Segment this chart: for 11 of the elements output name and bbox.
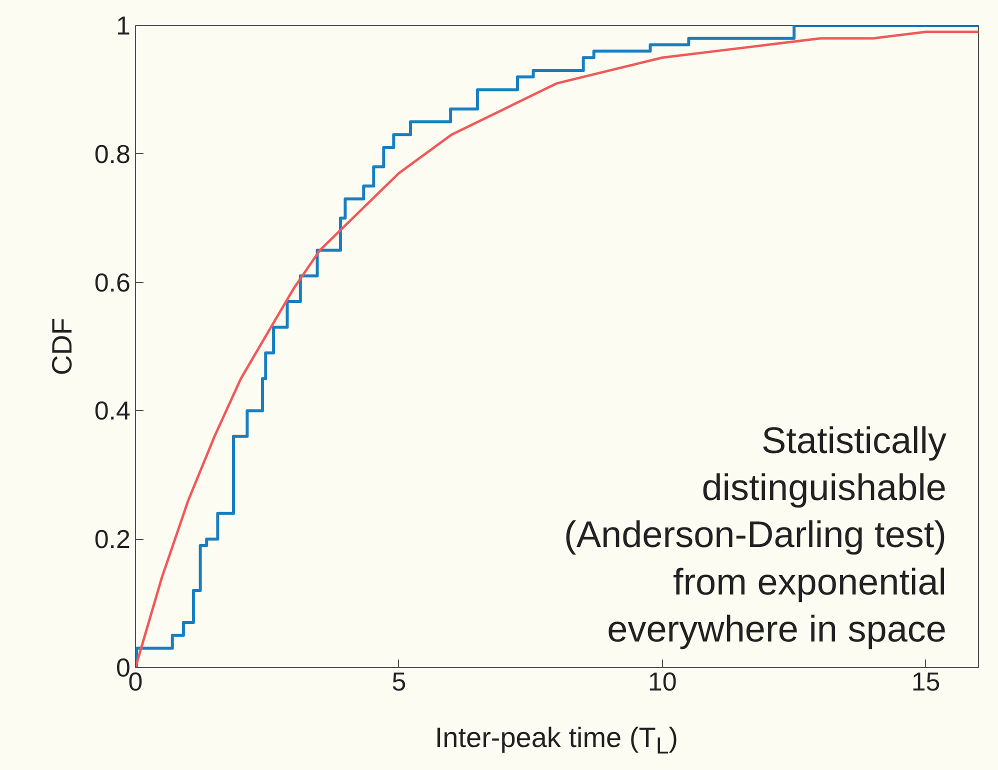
y-tick-label: 1	[116, 10, 131, 40]
y-tick-label: 0.6	[94, 267, 131, 298]
annotation: Statistically distinguishable (Anderson-Darling test) from exponential everywhere in space	[564, 420, 947, 650]
y-tick-label: 0.2	[94, 524, 131, 554]
x-tick-label: 10	[648, 666, 677, 696]
y-tick-label: 0.8	[94, 138, 131, 169]
y-tick-label: 0.4	[94, 396, 131, 426]
x-tick-label: 5	[392, 666, 406, 696]
y-axis-title: CDF	[46, 318, 78, 376]
x-tick-label: 15	[911, 666, 940, 696]
x-axis-title: Inter-peak time (T$_{L}$)	[434, 721, 678, 761]
